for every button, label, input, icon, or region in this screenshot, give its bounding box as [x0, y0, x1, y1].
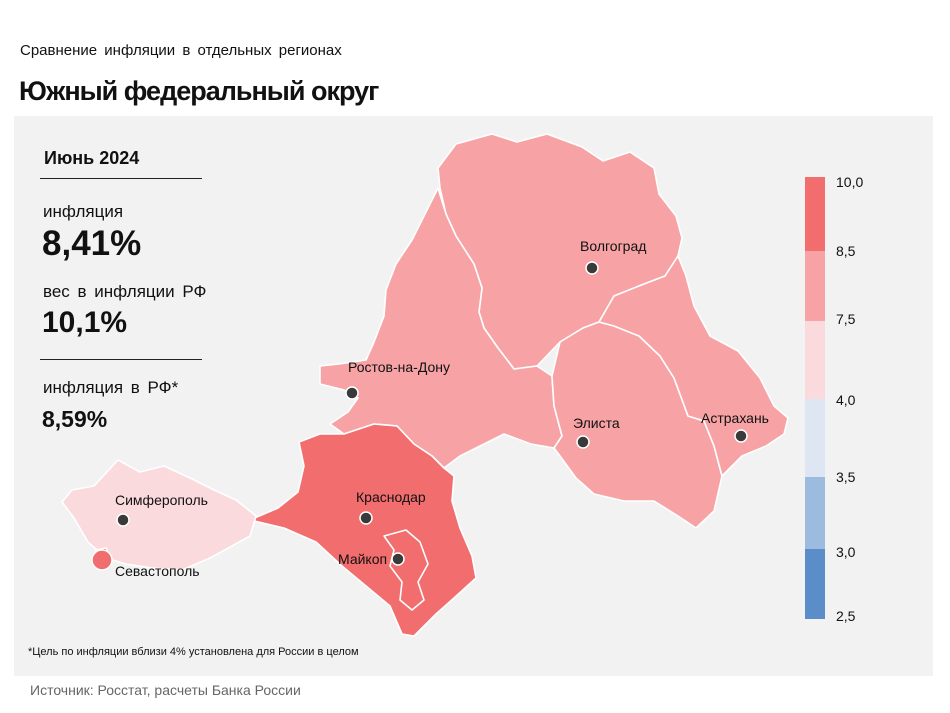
region-crimea	[61, 459, 257, 571]
region-krasnodar	[249, 423, 477, 637]
city-marker-maykop	[391, 552, 405, 566]
source-note: Источник: Росстат, расчеты Банка России	[30, 682, 301, 698]
city-label-elista: Элиста	[573, 415, 620, 431]
rf-inflation-value: 8,59%	[42, 406, 108, 432]
weight-label: вес в инфляции РФ	[43, 282, 207, 301]
city-label-maykop: Майкоп	[338, 551, 387, 567]
city-label-sevastopol: Севастополь	[115, 563, 200, 579]
inflation-label: инфляция	[43, 202, 124, 221]
city-marker-rostov	[345, 386, 359, 400]
period-label: Июнь 2024	[44, 148, 140, 168]
region-astrakhan	[598, 255, 789, 477]
legend-band-4	[805, 399, 825, 477]
city-label-simferopol: Симферополь	[115, 492, 208, 508]
city-label-krasnodar: Краснодар	[356, 489, 426, 505]
legend-band-1	[805, 177, 825, 251]
divider-bottom	[40, 359, 202, 360]
legend-tick-4-0: 4,0	[836, 392, 856, 408]
legend-tick-7-5: 7,5	[836, 311, 856, 327]
city-marker-krasnodar	[359, 511, 373, 525]
legend-band-3	[805, 321, 825, 399]
city-label-volgograd: Волгоград	[580, 238, 646, 254]
legend: 10,0 8,5 7,5 4,0 3,5 3,0 2,5	[805, 174, 863, 624]
region-map: Волгоград Ростов-на-Дону Элиста Астрахан…	[61, 133, 863, 637]
map-panel: Июнь 2024 инфляция 8,41% вес в инфляции …	[14, 116, 933, 676]
legend-tick-2-5: 2,5	[836, 608, 856, 624]
legend-tick-3-0: 3,0	[836, 544, 856, 560]
legend-band-5	[805, 477, 825, 549]
legend-tick-3-5: 3,5	[836, 469, 856, 485]
divider-top	[40, 178, 202, 179]
city-marker-elista	[576, 435, 590, 449]
city-label-astrakhan: Астрахань	[701, 410, 769, 426]
legend-tick-8-5: 8,5	[836, 243, 856, 259]
region-adygea	[383, 529, 429, 611]
weight-value: 10,1%	[42, 306, 128, 339]
city-label-rostov: Ростов-на-Дону	[348, 359, 450, 375]
city-marker-astrakhan	[734, 429, 748, 443]
chart-title: Южный федеральный округ	[19, 76, 379, 106]
city-marker-simferopol	[116, 513, 130, 527]
city-marker-sevastopol	[91, 549, 113, 571]
chart-supertitle: Сравнение инфляции в отдельных регионах	[20, 42, 342, 59]
city-marker-volgograd	[585, 261, 599, 275]
footnote: *Цель по инфляции вблизи 4% установлена …	[28, 646, 359, 658]
inflation-value: 8,41%	[42, 224, 142, 263]
rf-inflation-label: инфляция в РФ*	[43, 378, 179, 397]
legend-tick-10-0: 10,0	[836, 174, 863, 190]
legend-band-2	[805, 251, 825, 321]
legend-band-6	[805, 549, 825, 619]
